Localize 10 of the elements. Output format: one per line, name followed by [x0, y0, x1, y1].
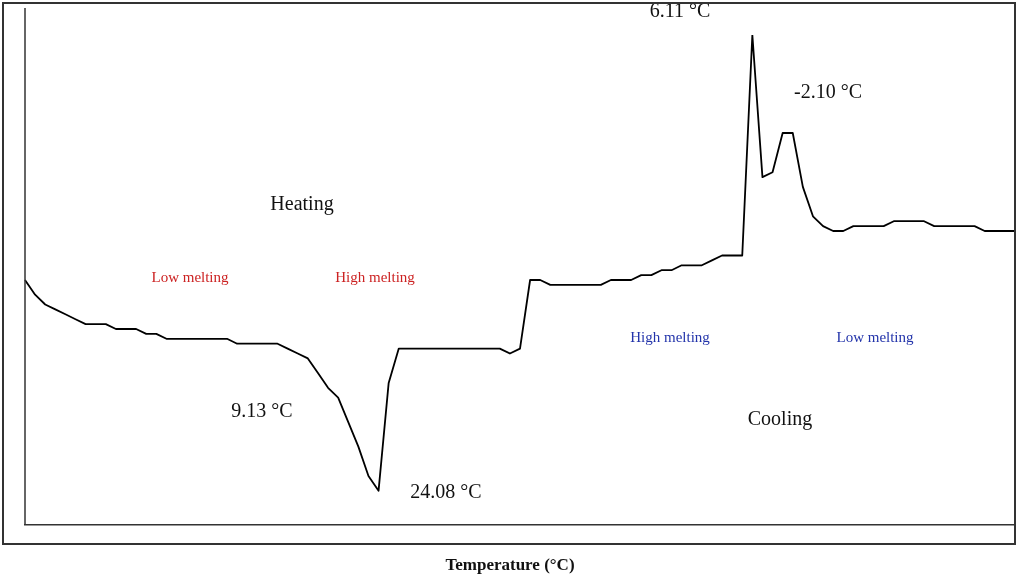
annotation: 24.08 °C	[410, 480, 482, 503]
annotation: Low melting	[151, 268, 230, 285]
annotation: Cooling	[747, 407, 813, 431]
annotation: High melting	[335, 268, 416, 285]
x-axis-title: Temperature (°C)	[445, 555, 575, 575]
annotation: -2.10 °C	[794, 80, 862, 103]
annotation: 9.13 °C	[231, 399, 293, 422]
annotation: High melting	[630, 328, 711, 345]
annotation: Heating	[270, 192, 334, 216]
annotation: Low melting	[836, 328, 915, 345]
